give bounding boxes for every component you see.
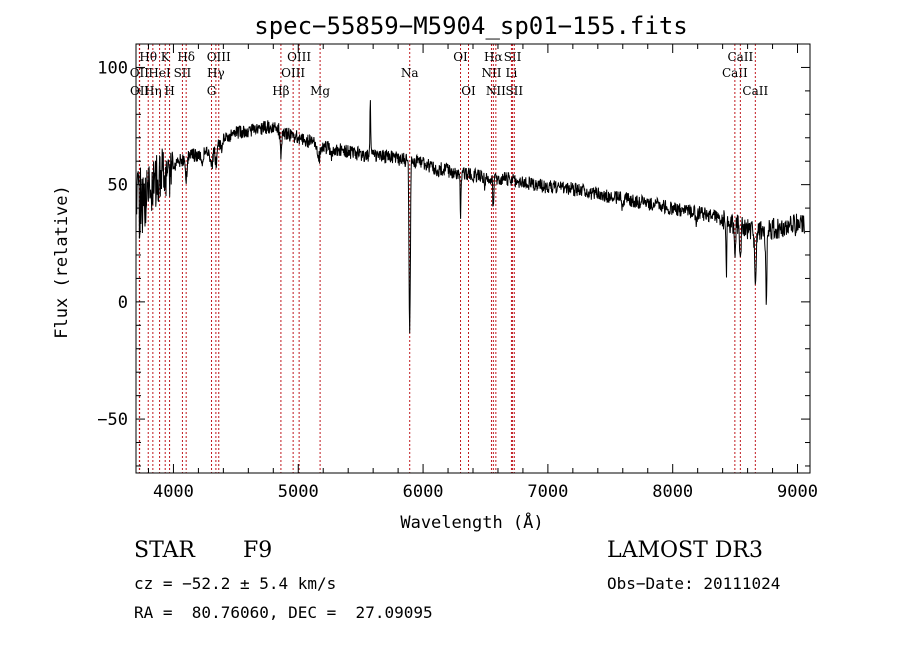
line-marker-label: NII: [486, 84, 506, 98]
line-marker-label: G: [207, 84, 217, 98]
x-tick-label: 7000: [527, 482, 568, 502]
line-marker-label: OIII: [281, 66, 305, 80]
y-tick-label: 0: [118, 293, 128, 313]
object-class: STAR: [134, 538, 195, 563]
object-subclass: F9: [243, 538, 273, 563]
line-marker-label: CaII: [722, 66, 748, 80]
line-marker-label: H: [164, 84, 174, 98]
line-marker-label: Hγ: [207, 66, 225, 80]
line-marker-label: Na: [401, 66, 419, 80]
x-tick-label: 6000: [403, 482, 444, 502]
x-tick-label: 4000: [153, 482, 194, 502]
survey-name: LAMOST DR3: [607, 538, 763, 563]
line-marker-label: CaII: [742, 84, 768, 98]
y-tick-label: −50: [97, 410, 128, 430]
line-marker-label: Hη: [144, 84, 162, 98]
line-marker-label: OIII: [207, 50, 231, 64]
axis-ticks: 4000 5000 6000 7000 8000 9000 −50 0 50 100: [97, 43, 818, 502]
plot-frame: [135, 43, 811, 474]
line-marker-label: Hα: [484, 50, 503, 64]
line-marker-label: Mg: [310, 84, 330, 98]
line-marker-label: Hδ: [177, 50, 195, 64]
line-marker-label: CaII: [727, 50, 753, 64]
line-marker-label: NII: [481, 66, 501, 80]
coordinates-text: RA = 80.76060, DEC = 27.09095: [134, 603, 433, 622]
line-marker-label: Li: [506, 66, 518, 80]
x-tick-label: 5000: [278, 482, 319, 502]
chart-title: spec−55859−M5904_sp01−155.fits: [254, 12, 687, 40]
x-axis-label: Wavelength (Å): [400, 511, 543, 533]
y-tick-label: 100: [97, 58, 128, 78]
line-marker-label: SII: [505, 84, 523, 98]
line-marker-label: OI: [453, 50, 468, 64]
line-marker-label: SII: [504, 50, 522, 64]
line-marker-label: SII: [174, 66, 192, 80]
line-markers: HθHηOIIOIIHeIKHSIIHδGHγOIIIHβOIIIOIIIMgN…: [130, 44, 768, 473]
line-marker-label: K: [161, 50, 171, 64]
redshift-text: cz = −52.2 ± 5.4 km/s: [134, 574, 337, 593]
x-tick-label: 9000: [777, 482, 818, 502]
line-marker-label: HeI: [148, 66, 171, 80]
line-marker-label: OIII: [287, 50, 311, 64]
line-marker-label: OI: [461, 84, 476, 98]
flux-series-line: [135, 100, 806, 334]
line-marker-label: Hθ: [139, 50, 157, 64]
line-marker-label: Hβ: [272, 84, 289, 98]
x-tick-label: 8000: [652, 482, 693, 502]
y-axis-label: Flux (relative): [52, 185, 72, 339]
y-tick-label: 50: [108, 176, 128, 196]
obs-date-text: Obs−Date: 20111024: [607, 574, 781, 593]
